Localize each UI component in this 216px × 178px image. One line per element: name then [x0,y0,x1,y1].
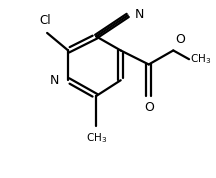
Text: O: O [175,33,185,46]
Text: CH$_3$: CH$_3$ [86,131,107,145]
Text: N: N [135,8,144,21]
Text: CH$_3$: CH$_3$ [190,52,211,66]
Text: N: N [49,74,59,87]
Text: Cl: Cl [40,14,51,27]
Text: O: O [144,101,154,114]
